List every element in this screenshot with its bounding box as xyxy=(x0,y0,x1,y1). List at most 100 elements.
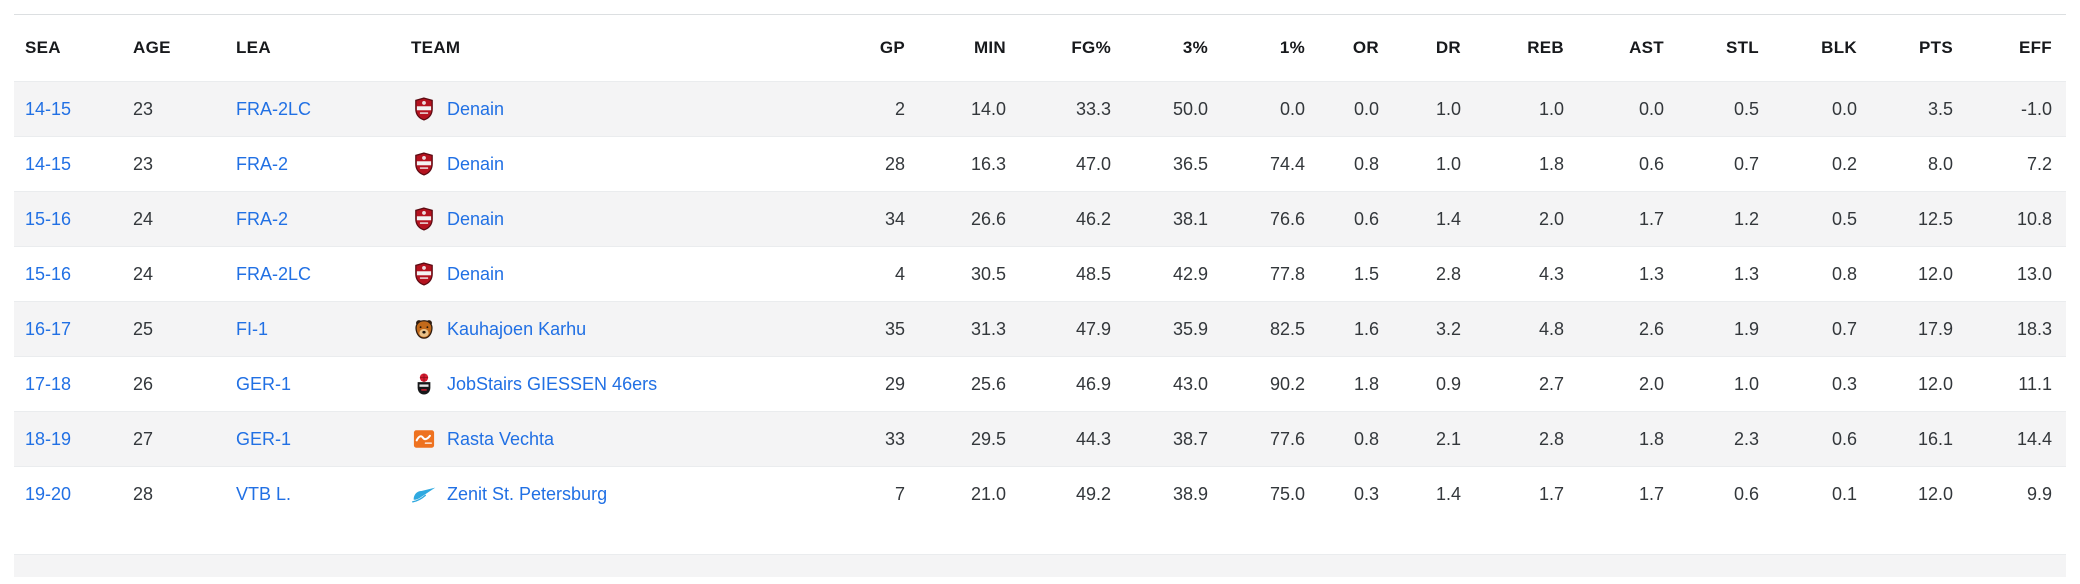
sea-link[interactable]: 15-16 xyxy=(25,208,72,229)
eff-cell: 9.9 xyxy=(1953,466,2066,522)
one_pct-cell: 74.4 xyxy=(1208,136,1305,192)
ast-cell: 1.3 xyxy=(1564,246,1664,302)
reb-cell: 1.0 xyxy=(1461,81,1564,137)
dr-cell: 1.4 xyxy=(1379,191,1461,247)
reb-cell: 2.8 xyxy=(1461,411,1564,467)
column-header-reb: REB xyxy=(1461,14,1564,82)
column-header-lea: LEA xyxy=(236,14,411,82)
stl-cell: 0.6 xyxy=(1664,466,1759,522)
or-cell: 1.5 xyxy=(1305,246,1379,302)
one_pct-cell: 77.6 xyxy=(1208,411,1305,467)
min-cell: 31.3 xyxy=(905,301,1006,357)
team-link[interactable]: Rasta Vechta xyxy=(447,428,555,449)
team-link[interactable]: Denain xyxy=(447,98,505,119)
stl-cell: 1.0 xyxy=(1664,356,1759,412)
team-link[interactable]: Kauhajoen Karhu xyxy=(447,318,587,339)
lea-link[interactable]: GER-1 xyxy=(236,373,292,394)
next-section-strip xyxy=(14,553,2066,577)
sea-link[interactable]: 19-20 xyxy=(25,483,72,504)
sea-cell: 18-19 xyxy=(14,411,133,467)
column-header-team: TEAM xyxy=(411,14,845,82)
lea-link[interactable]: FRA-2 xyxy=(236,153,289,174)
team-cell: Rasta Vechta xyxy=(411,411,845,467)
gp-cell: 33 xyxy=(845,411,905,467)
table-row: 14-15 23 FRA-2 Denain 28 16.3 47.0 36.5 74.4 0.8 1… xyxy=(14,136,2066,192)
gp-cell: 7 xyxy=(845,466,905,522)
denain-crest-logo xyxy=(411,261,437,287)
gp-cell: 4 xyxy=(845,246,905,302)
fg_pct-cell: 48.5 xyxy=(1006,246,1111,302)
sea-cell: 14-15 xyxy=(14,81,133,137)
rasta-vechta-logo xyxy=(411,426,437,452)
team-link[interactable]: JobStairs GIESSEN 46ers xyxy=(447,373,658,394)
dr-cell: 1.0 xyxy=(1379,136,1461,192)
fg_pct-cell: 46.9 xyxy=(1006,356,1111,412)
sea-link[interactable]: 15-16 xyxy=(25,263,72,284)
dr-cell: 3.2 xyxy=(1379,301,1461,357)
ast-cell: 0.0 xyxy=(1564,81,1664,137)
or-cell: 0.8 xyxy=(1305,136,1379,192)
zenit-pennant-logo xyxy=(411,481,437,507)
lea-cell: FRA-2LC xyxy=(236,246,411,302)
pts-cell: 12.0 xyxy=(1857,466,1953,522)
lea-link[interactable]: FRA-2LC xyxy=(236,98,312,119)
eff-cell: 13.0 xyxy=(1953,246,2066,302)
reb-cell: 2.7 xyxy=(1461,356,1564,412)
lea-link[interactable]: FRA-2LC xyxy=(236,263,312,284)
lea-link[interactable]: FI-1 xyxy=(236,318,269,339)
column-header-or: OR xyxy=(1305,14,1379,82)
denain-crest-logo xyxy=(411,96,437,122)
or-cell: 1.6 xyxy=(1305,301,1379,357)
table-row: 15-16 24 FRA-2 Denain 34 26.6 46.2 38.1 76.6 0.6 1… xyxy=(14,191,2066,247)
sea-link[interactable]: 18-19 xyxy=(25,428,72,449)
team-link[interactable]: Denain xyxy=(447,263,505,284)
age-cell: 25 xyxy=(133,301,236,357)
team-link[interactable]: Denain xyxy=(447,153,505,174)
stl-cell: 0.7 xyxy=(1664,136,1759,192)
eff-cell: 14.4 xyxy=(1953,411,2066,467)
sea-link[interactable]: 17-18 xyxy=(25,373,72,394)
lea-link[interactable]: GER-1 xyxy=(236,428,292,449)
lea-link[interactable]: VTB L. xyxy=(236,483,292,504)
giessen-46ers-logo xyxy=(411,371,437,397)
min-cell: 25.6 xyxy=(905,356,1006,412)
three_pct-cell: 35.9 xyxy=(1111,301,1208,357)
pts-cell: 12.0 xyxy=(1857,356,1953,412)
stl-cell: 0.5 xyxy=(1664,81,1759,137)
column-header-one_pct: 1% xyxy=(1208,14,1305,82)
sea-link[interactable]: 14-15 xyxy=(25,98,72,119)
blk-cell: 0.2 xyxy=(1759,136,1857,192)
fg_pct-cell: 49.2 xyxy=(1006,466,1111,522)
age-cell: 27 xyxy=(133,411,236,467)
lea-cell: GER-1 xyxy=(236,356,411,412)
fg_pct-cell: 47.9 xyxy=(1006,301,1111,357)
sea-link[interactable]: 14-15 xyxy=(25,153,72,174)
three_pct-cell: 36.5 xyxy=(1111,136,1208,192)
one_pct-cell: 75.0 xyxy=(1208,466,1305,522)
ast-cell: 2.0 xyxy=(1564,356,1664,412)
or-cell: 0.0 xyxy=(1305,81,1379,137)
eff-cell: -1.0 xyxy=(1953,81,2066,137)
stl-cell: 2.3 xyxy=(1664,411,1759,467)
blk-cell: 0.1 xyxy=(1759,466,1857,522)
karhu-bear-logo xyxy=(411,316,437,342)
table-row: 15-16 24 FRA-2LC Denain 4 30.5 48.5 42.9 77.8 1.5… xyxy=(14,246,2066,302)
sea-link[interactable]: 16-17 xyxy=(25,318,72,339)
blk-cell: 0.5 xyxy=(1759,191,1857,247)
column-header-min: MIN xyxy=(905,14,1006,82)
reb-cell: 2.0 xyxy=(1461,191,1564,247)
min-cell: 16.3 xyxy=(905,136,1006,192)
ast-cell: 1.7 xyxy=(1564,191,1664,247)
sea-cell: 19-20 xyxy=(14,466,133,522)
team-link[interactable]: Zenit St. Petersburg xyxy=(447,483,608,504)
lea-link[interactable]: FRA-2 xyxy=(236,208,289,229)
table-row: 16-17 25 FI-1 Kauhajoen Karhu 35 31.3 47.9 35.9… xyxy=(14,301,2066,357)
age-cell: 23 xyxy=(133,81,236,137)
pts-cell: 17.9 xyxy=(1857,301,1953,357)
blk-cell: 0.0 xyxy=(1759,81,1857,137)
age-cell: 24 xyxy=(133,246,236,302)
reb-cell: 4.3 xyxy=(1461,246,1564,302)
team-link[interactable]: Denain xyxy=(447,208,505,229)
sea-cell: 15-16 xyxy=(14,191,133,247)
eff-cell: 7.2 xyxy=(1953,136,2066,192)
